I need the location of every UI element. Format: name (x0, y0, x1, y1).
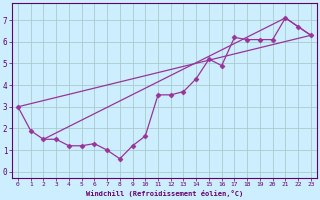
X-axis label: Windchill (Refroidissement éolien,°C): Windchill (Refroidissement éolien,°C) (86, 190, 243, 197)
